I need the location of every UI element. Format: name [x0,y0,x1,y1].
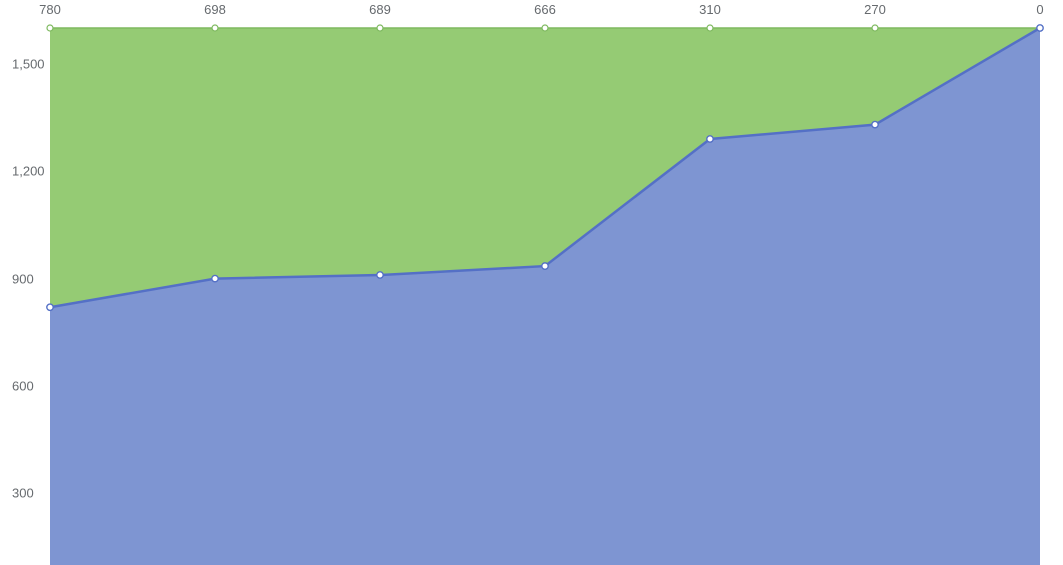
marker-main [872,121,878,127]
x-axis-label: 698 [204,2,226,17]
x-axis-label: 0 [1036,2,1043,17]
marker-top [542,25,548,31]
x-axis-label: 310 [699,2,721,17]
chart-canvas [0,0,1063,565]
y-axis-label: 900 [12,271,34,286]
y-axis-label: 600 [12,379,34,394]
marker-top [212,25,218,31]
y-axis-label: 1,200 [12,164,45,179]
marker-main [377,272,383,278]
x-axis-label: 780 [39,2,61,17]
x-axis-label: 666 [534,2,556,17]
x-axis-label: 270 [864,2,886,17]
x-axis-label: 689 [369,2,391,17]
marker-main [542,263,548,269]
marker-top [47,25,53,31]
marker-main [1037,25,1043,31]
area-chart: 780 698 689 666 310 270 0 300 600 900 1,200 1,500 [0,0,1063,565]
marker-top [377,25,383,31]
marker-top [707,25,713,31]
marker-main [707,136,713,142]
y-axis-label: 300 [12,486,34,501]
y-axis-label: 1,500 [12,56,45,71]
marker-main [47,304,53,310]
marker-top [872,25,878,31]
marker-main [212,275,218,281]
